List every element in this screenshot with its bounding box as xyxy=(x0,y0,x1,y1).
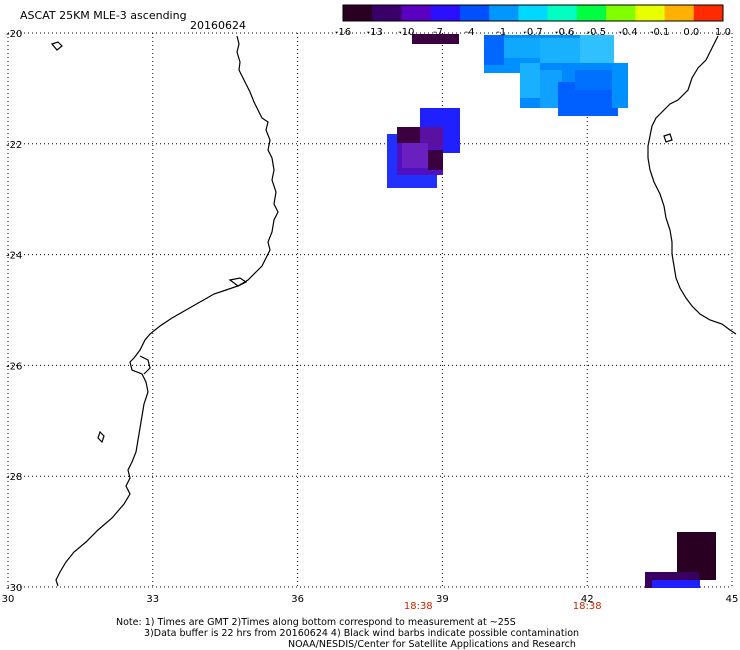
colorbar-swatch xyxy=(664,5,695,21)
colorbar-swatch xyxy=(459,5,490,21)
colorbar-label: -0.1 xyxy=(650,27,670,38)
data-cell xyxy=(580,35,614,63)
colorbar-swatch xyxy=(693,5,724,21)
graticule xyxy=(7,32,733,588)
x-tick-label: 42 xyxy=(581,594,594,605)
colorbar-label: -10 xyxy=(398,27,414,38)
data-cell xyxy=(575,70,615,90)
colorbar-label: 1.0 xyxy=(715,27,731,38)
data-cell xyxy=(484,35,504,65)
colorbar-swatch xyxy=(635,5,666,21)
note-line-2: 3)Data buffer is 22 hrs from 20160624 4)… xyxy=(144,628,579,639)
x-tick-label: 30 xyxy=(2,594,15,605)
coastline-madagascar xyxy=(647,35,737,335)
colorbar-swatch xyxy=(489,5,519,21)
data-cell xyxy=(540,70,562,108)
map-title: ASCAT 25KM MLE-3 ascending xyxy=(20,9,187,22)
colorbar-swatch xyxy=(606,5,636,21)
data-cell xyxy=(420,127,443,147)
note-line-3: NOAA/NESDIS/Center for Satellite Applica… xyxy=(288,639,576,650)
y-axis-labels: -20 -22 -24 -26 -28 -30 xyxy=(6,29,22,594)
time-labels: 18:38 18:38 xyxy=(404,601,602,612)
map-frame xyxy=(8,33,732,587)
colorbar-label: -1 xyxy=(496,27,506,38)
colorbar-swatch xyxy=(547,5,578,21)
data-cell xyxy=(397,127,421,143)
data-cell xyxy=(402,143,428,168)
y-tick-label: -30 xyxy=(6,583,22,594)
y-tick-label: -20 xyxy=(6,29,22,40)
colorbar-swatch xyxy=(518,5,549,21)
note-line-1: Note: 1) Times are GMT 2)Times along bot… xyxy=(116,617,516,628)
colorbar-swatch xyxy=(372,5,402,21)
colorbar-label: -16 xyxy=(335,27,351,38)
y-tick-label: -24 xyxy=(6,251,22,262)
colorbar-label: -13 xyxy=(366,27,382,38)
colorbar-frame xyxy=(342,4,724,22)
colorbar-label: 0.0 xyxy=(683,27,699,38)
x-axis-labels: 30 33 36 39 42 45 xyxy=(2,594,739,605)
data-cell xyxy=(412,34,459,44)
time-label: 18:38 xyxy=(573,601,602,612)
map-date: 20160624 xyxy=(190,19,246,32)
x-tick-label: 45 xyxy=(726,594,739,605)
data-cell xyxy=(612,63,628,108)
x-tick-label: 36 xyxy=(291,594,304,605)
x-tick-label: 39 xyxy=(436,594,449,605)
x-tick-label: 33 xyxy=(146,594,159,605)
colorbar-swatch xyxy=(343,5,373,21)
y-tick-label: -26 xyxy=(6,361,22,372)
data-cell xyxy=(504,38,540,58)
data-swath xyxy=(387,34,716,588)
data-cell xyxy=(428,150,443,170)
coastline-africa xyxy=(50,35,279,587)
data-cell xyxy=(540,38,580,63)
colorbar-swatch xyxy=(401,5,432,21)
colorbar-label: -4 xyxy=(465,27,475,38)
y-tick-label: -28 xyxy=(6,472,22,483)
colorbar-label: -7 xyxy=(433,27,443,38)
data-cell xyxy=(520,63,540,98)
colorbar-swatch xyxy=(430,5,461,21)
time-label: 18:38 xyxy=(404,601,433,612)
y-tick-label: -22 xyxy=(6,140,22,151)
colorbar-swatch xyxy=(576,5,607,21)
data-cell xyxy=(652,580,700,588)
